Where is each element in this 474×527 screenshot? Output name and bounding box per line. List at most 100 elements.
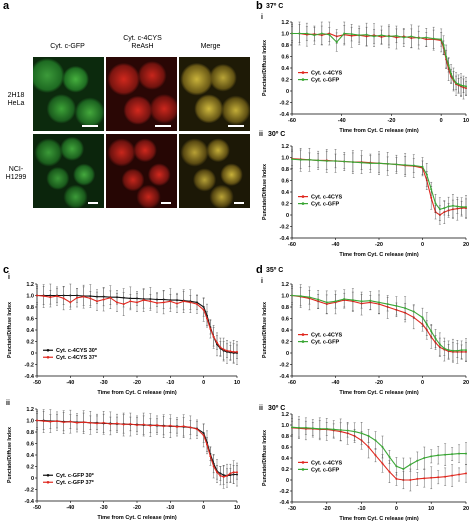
data-point	[456, 205, 459, 208]
data-point	[212, 465, 215, 468]
data-point	[299, 295, 302, 298]
data-point	[458, 452, 461, 455]
data-point	[353, 430, 356, 433]
data-point	[82, 295, 85, 298]
data-point	[305, 32, 308, 35]
data-point	[156, 301, 158, 304]
data-point	[381, 462, 384, 465]
data-point	[386, 162, 389, 165]
data-point	[350, 33, 353, 36]
x-axis-label: Time from Cyt. C release (min)	[97, 390, 177, 396]
micrograph-h1299-merge	[179, 134, 250, 208]
data-point	[291, 32, 293, 35]
data-point	[360, 161, 363, 164]
y-tick-label: 1.2	[26, 407, 34, 413]
x-tick-label: -20	[133, 505, 141, 511]
series-line	[291, 426, 466, 470]
x-tick-label: -10	[166, 505, 174, 511]
x-tick-label: -60	[288, 242, 296, 248]
x-tick-label: 10	[234, 505, 240, 511]
data-point	[311, 427, 314, 430]
data-point	[69, 301, 72, 304]
scale-bar-hela-reash	[155, 125, 171, 127]
data-point	[425, 36, 428, 39]
data-point	[76, 296, 78, 299]
legend-marker	[301, 195, 305, 198]
data-point	[89, 421, 92, 424]
data-point	[430, 188, 433, 191]
micrograph-h1299-reash	[106, 134, 177, 208]
data-point	[102, 421, 105, 424]
data-point	[229, 350, 232, 353]
data-point	[380, 34, 383, 37]
data-point	[430, 455, 433, 458]
data-point	[465, 452, 467, 455]
scale-bar-hela-gfp	[82, 125, 98, 127]
data-point	[423, 457, 426, 459]
data-point	[82, 421, 85, 424]
data-point	[62, 421, 65, 424]
data-point	[313, 34, 316, 37]
y-tick-label: -0.2	[280, 101, 289, 107]
data-point	[96, 422, 98, 425]
data-point	[196, 303, 198, 306]
data-point	[425, 173, 428, 176]
x-tick-label: 0	[202, 380, 205, 386]
data-point	[374, 454, 377, 457]
data-point	[169, 300, 172, 303]
data-point	[412, 164, 415, 167]
data-point	[443, 347, 446, 350]
data-point	[196, 428, 198, 431]
data-point	[136, 301, 138, 304]
data-point	[202, 434, 205, 437]
legend-label: Cyt. c-4CYS 37º	[56, 355, 97, 361]
chart-d-ii: -0.4 -0.2 0 0.2 0.4 0.6 0.8 1.0 1.2 -30 -20 -10 0 10 2…	[262, 412, 469, 522]
x-tick-label: 0	[421, 380, 424, 386]
data-point	[412, 310, 415, 313]
data-point	[209, 327, 212, 330]
panel-letter-d: d	[256, 264, 263, 276]
data-point	[395, 477, 398, 480]
data-point	[56, 420, 58, 423]
data-point	[395, 304, 398, 307]
panel-letter-a: a	[3, 0, 10, 12]
data-point	[297, 426, 300, 429]
data-point	[367, 435, 370, 437]
y-tick-label: 1.0	[26, 294, 34, 300]
data-point	[318, 427, 321, 430]
y-tick-label: -0.2	[25, 363, 34, 369]
chart-c-i: -0.4 -0.2 0 0.2 0.4 0.6 0.8 1.0 1.2 -50 -40 -30 -20 -…	[7, 282, 240, 396]
x-tick-label: -30	[100, 380, 108, 386]
data-point	[438, 208, 441, 211]
legend-label: Cyt. c-4CYS	[311, 195, 343, 201]
data-point	[222, 475, 225, 478]
x-tick-label: 0	[421, 242, 424, 248]
legend-marker	[301, 340, 305, 343]
chart-d-i: -0.4 -0.2 0 0.2 0.4 0.6 0.8 1.0 1.2 -60 -40 -20 0 20 T…	[262, 282, 469, 396]
data-point	[381, 446, 384, 448]
data-point	[42, 295, 45, 298]
y-tick-label: 0	[31, 351, 34, 357]
data-point	[378, 301, 380, 304]
legend-marker	[46, 355, 50, 359]
data-point	[291, 294, 293, 297]
data-point	[451, 453, 454, 456]
data-point	[402, 468, 405, 470]
data-point	[404, 307, 407, 310]
x-tick-label: -10	[358, 506, 366, 512]
data-point	[416, 459, 419, 462]
x-tick-label: -40	[332, 380, 340, 386]
data-point	[460, 205, 463, 208]
data-point	[387, 35, 390, 38]
y-tick-label: 0.8	[281, 167, 289, 173]
column-label-gfp: Cyt. c-GFP	[50, 43, 85, 50]
data-point	[388, 455, 391, 458]
x-tick-label: -30	[100, 505, 108, 511]
y-tick-label: 0.8	[281, 43, 289, 49]
y-tick-label: 0.6	[281, 55, 289, 61]
data-point	[460, 84, 463, 87]
data-point	[409, 479, 412, 481]
data-point	[36, 419, 38, 422]
row-label-hela: 2H18 HeLa	[7, 92, 25, 107]
data-point	[162, 425, 165, 428]
